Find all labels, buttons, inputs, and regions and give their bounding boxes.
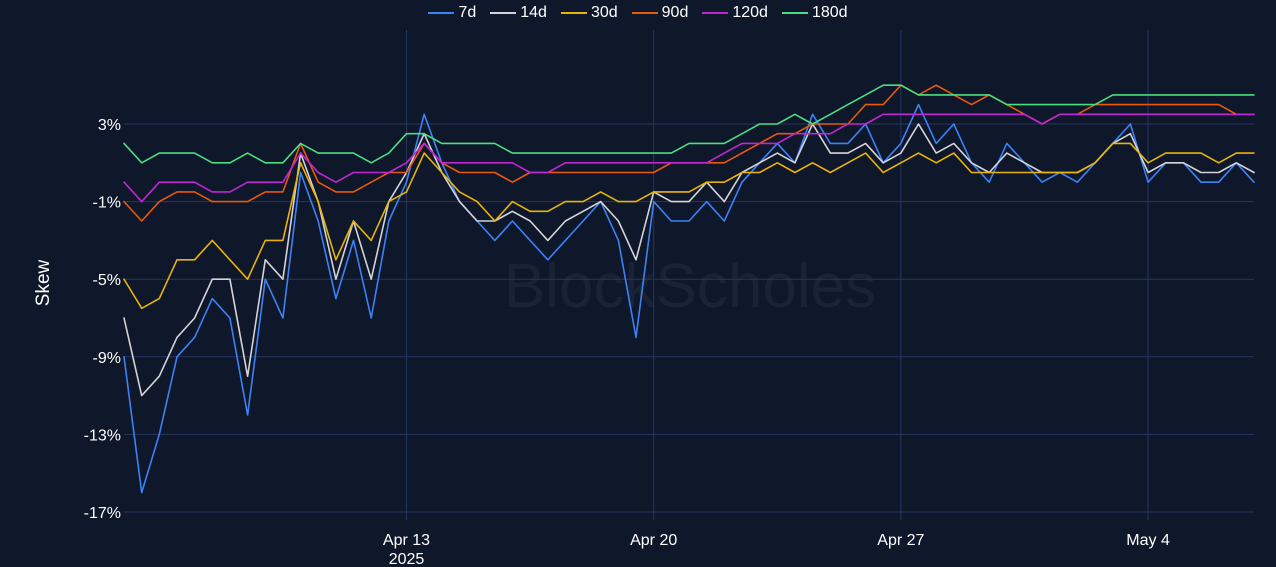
x-axis-ticks: Apr 13 2025 Apr 20 Apr 27 May 4 [383, 532, 1170, 567]
x-tick-sublabel: 2025 [389, 551, 425, 567]
legend-label: 14d [520, 4, 547, 21]
y-axis-ticks: 3% -1% -5% -9% -13% -17% [84, 117, 121, 522]
chart-legend: 7d 14d 30d 90d 120d 180d [0, 2, 1276, 24]
y-tick-label: -13% [84, 427, 121, 444]
x-tick-label: May 4 [1126, 532, 1170, 549]
legend-swatch [631, 12, 658, 14]
x-tick-label: Apr 13 [383, 532, 430, 549]
series-line-120d [123, 113, 1255, 203]
legend-item-14d[interactable]: 14d [490, 4, 547, 22]
legend-swatch [428, 12, 455, 14]
series-lines [123, 84, 1255, 494]
legend-item-180d[interactable]: 180d [781, 4, 848, 22]
legend-swatch [781, 12, 808, 14]
legend-swatch [702, 12, 729, 14]
legend-label: 120d [732, 4, 768, 21]
legend-label: 7d [458, 4, 477, 21]
legend-item-7d[interactable]: 7d [428, 4, 476, 22]
series-line-30d [123, 142, 1255, 310]
y-tick-label: -1% [93, 195, 121, 212]
legend-item-30d[interactable]: 30d [560, 4, 618, 22]
series-line-180d [123, 84, 1255, 164]
legend-item-90d[interactable]: 90d [631, 4, 689, 22]
legend-swatch [490, 12, 517, 14]
y-tick-label: -5% [93, 272, 121, 289]
legend-item-120d[interactable]: 120d [702, 4, 768, 22]
y-tick-label: -9% [93, 350, 121, 367]
y-axis-label: Skew [33, 259, 54, 306]
legend-label: 30d [590, 4, 618, 21]
watermark: BlockScholes [504, 252, 876, 321]
legend-label: 90d [661, 4, 689, 21]
series-line-7d [123, 103, 1255, 494]
grid-lines [124, 30, 1254, 520]
x-tick-label: Apr 20 [630, 532, 677, 549]
legend-label: 180d [811, 4, 848, 21]
x-tick-label: Apr 27 [877, 532, 924, 549]
y-tick-label: -17% [84, 505, 121, 522]
legend-swatch [560, 12, 587, 14]
y-tick-label: 3% [98, 117, 121, 134]
watermark-text: BlockScholes [504, 252, 876, 321]
